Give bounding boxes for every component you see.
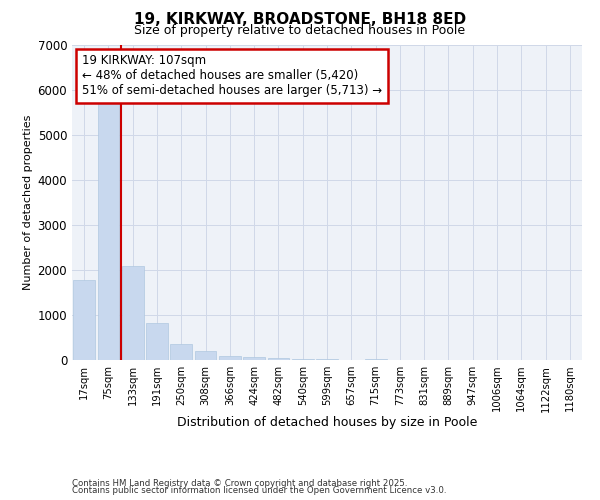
Bar	[97, 98, 119, 360]
Text: Contains public sector information licensed under the Open Government Licence v3: Contains public sector information licen…	[72, 486, 446, 495]
Text: Contains HM Land Registry data © Crown copyright and database right 2025.: Contains HM Land Registry data © Crown c…	[72, 478, 407, 488]
X-axis label: Distribution of detached houses by size in Poole: Distribution of detached houses by size …	[177, 416, 477, 429]
Bar	[219, 356, 241, 360]
Bar	[122, 266, 143, 360]
Bar	[292, 359, 314, 360]
Text: 19 KIRKWAY: 107sqm
← 48% of detached houses are smaller (5,420)
51% of semi-deta: 19 KIRKWAY: 107sqm ← 48% of detached hou…	[82, 54, 382, 98]
Bar	[170, 344, 192, 360]
Bar	[73, 280, 95, 360]
Bar	[243, 358, 265, 360]
Text: 19, KIRKWAY, BROADSTONE, BH18 8ED: 19, KIRKWAY, BROADSTONE, BH18 8ED	[134, 12, 466, 28]
Y-axis label: Number of detached properties: Number of detached properties	[23, 115, 34, 290]
Bar	[146, 323, 168, 360]
Bar	[365, 358, 386, 360]
Bar	[194, 350, 217, 360]
Bar	[268, 358, 289, 360]
Text: Size of property relative to detached houses in Poole: Size of property relative to detached ho…	[134, 24, 466, 37]
